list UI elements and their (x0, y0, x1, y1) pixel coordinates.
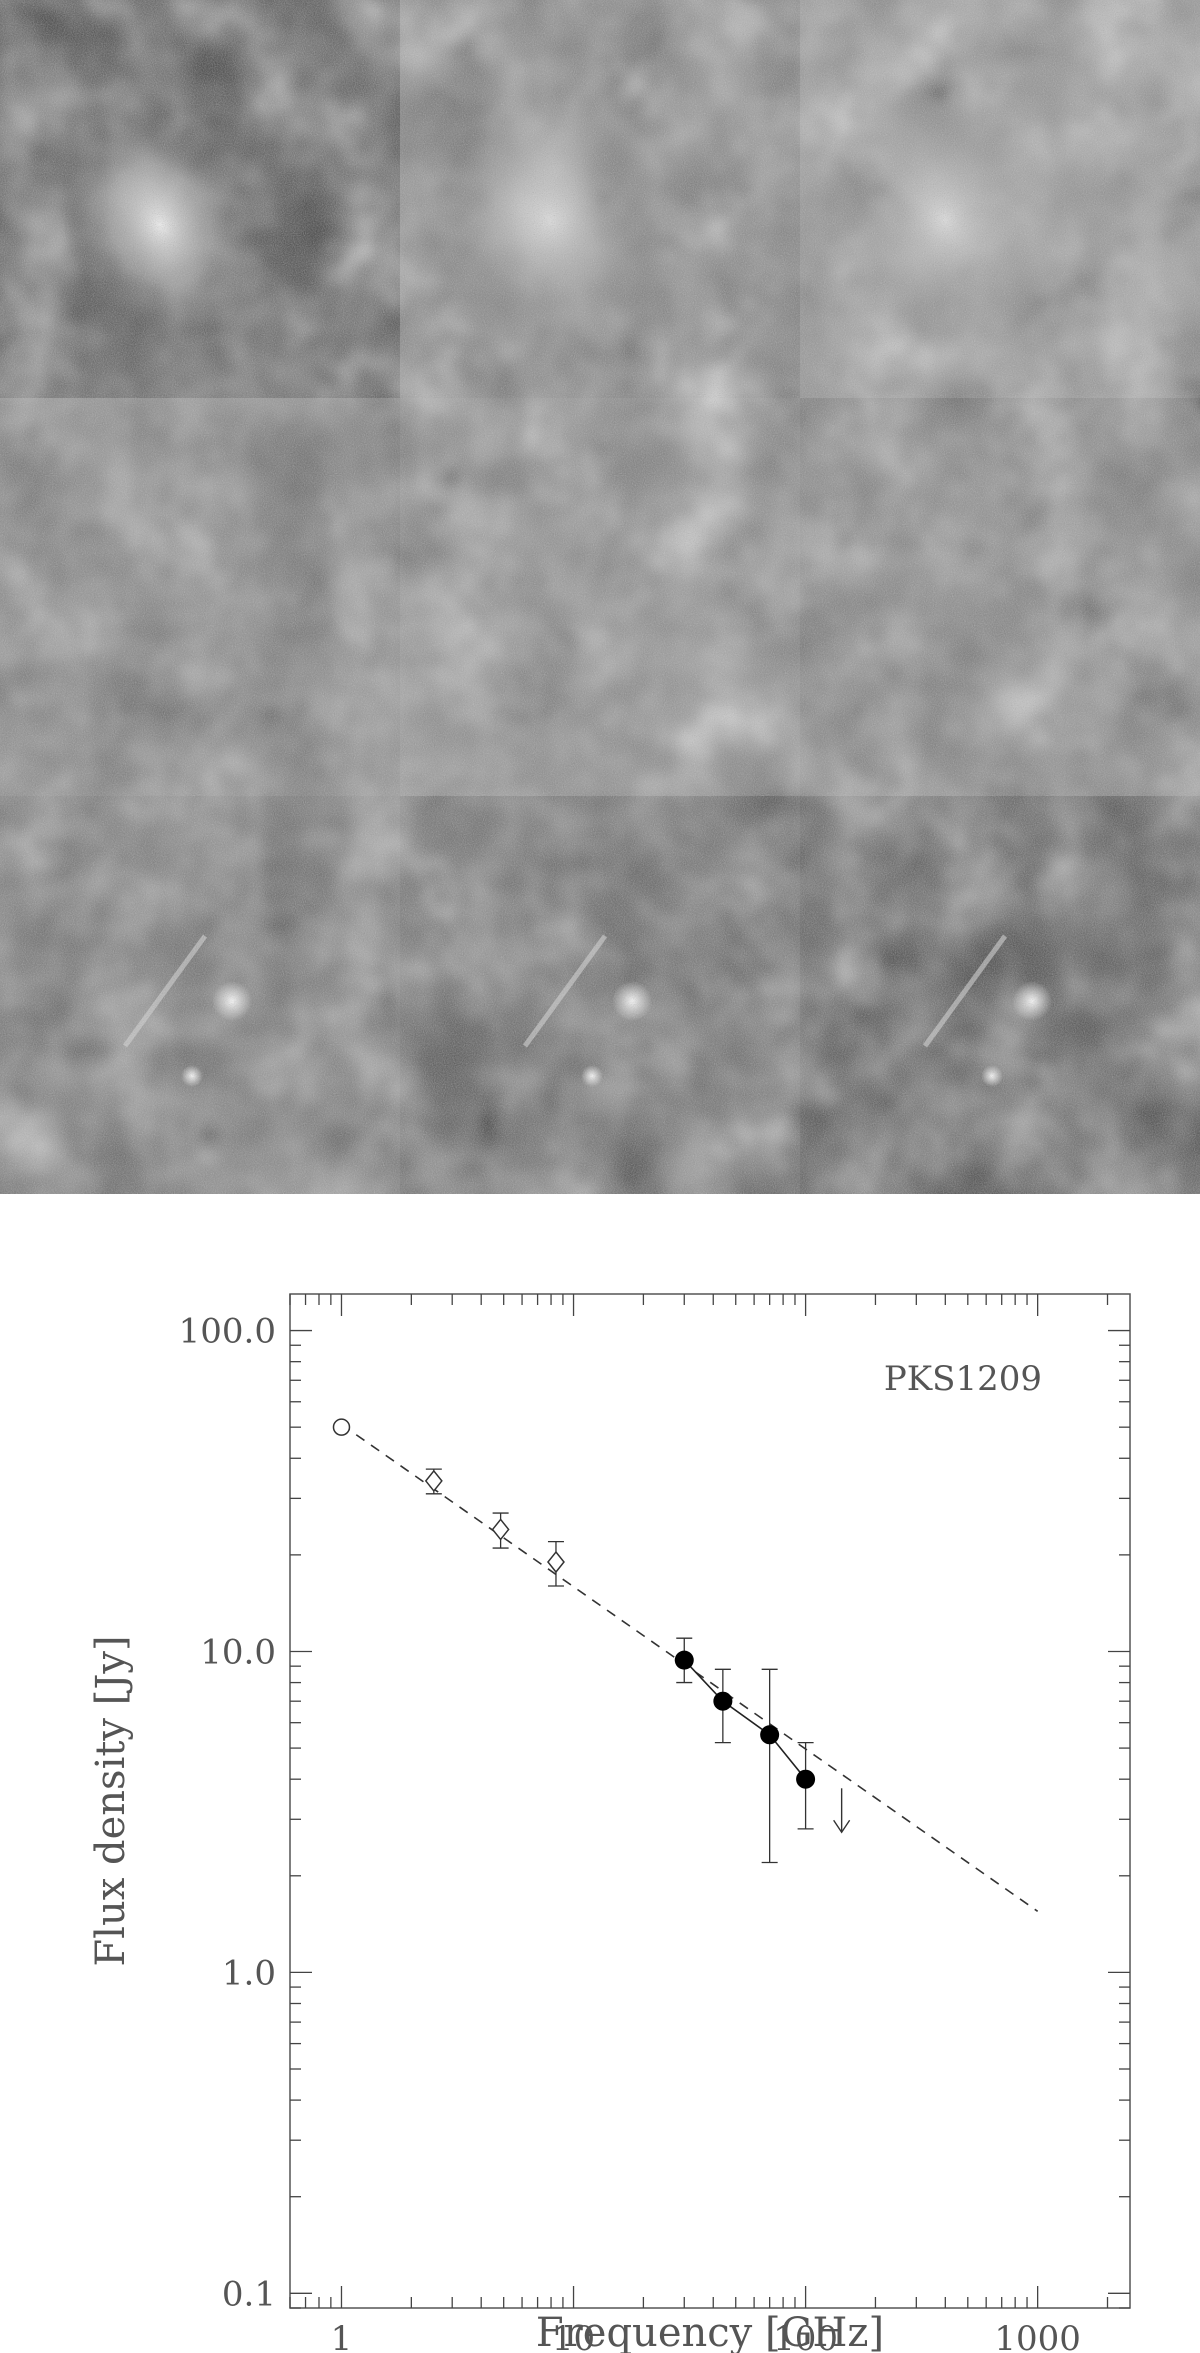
panel-noise (400, 398, 800, 796)
data-points (332, 1418, 851, 1864)
y-tick-label: 1.0 (222, 1953, 276, 1993)
upper-limit-arrowhead (833, 1819, 851, 1834)
y-tick-label: 100.0 (179, 1312, 276, 1352)
panel-noise (0, 398, 400, 796)
data-point-diamond (547, 1550, 565, 1574)
panel-noise (800, 796, 1200, 1194)
image-panel-2-3 (800, 398, 1200, 796)
data-point-open-circle (332, 1418, 351, 1436)
image-mosaic (0, 0, 1200, 1194)
image-panel-3-1 (0, 796, 400, 1194)
y-axis-ticks: 0.1 1.0 10.0 100.0 (179, 1312, 1130, 2314)
image-panel-1-1 (0, 0, 400, 398)
x-tick-label: 1000 (994, 2319, 1081, 2353)
panel-noise (800, 0, 1200, 398)
image-panel-1-3 (800, 0, 1200, 398)
x-axis-label: Frequency [GHz] (536, 2310, 884, 2353)
fit-line (341, 1423, 1039, 1912)
data-point-filled (674, 1650, 694, 1670)
plot-frame (289, 1293, 1131, 2309)
image-panel-3-3 (800, 796, 1200, 1194)
data-point-filled (760, 1725, 780, 1745)
image-panel-2-2 (400, 398, 800, 796)
panel-noise (0, 0, 400, 398)
panel-noise (400, 0, 800, 398)
image-panel-3-2 (400, 796, 800, 1194)
x-axis-ticks: 1 10 100 1000 (289, 1294, 1109, 2353)
y-axis-label: Flux density [Jy] (88, 1635, 134, 1966)
panel-noise (400, 796, 800, 1194)
y-tick-label: 10.0 (200, 1632, 276, 1672)
data-point-diamond (491, 1518, 510, 1541)
image-panel-1-2 (400, 0, 800, 398)
source-annotation: PKS1209 (884, 1359, 1042, 1399)
image-panel-2-1 (0, 398, 400, 796)
panel-noise (0, 796, 400, 1194)
fit-line-path (341, 1423, 1039, 1912)
data-point-filled (796, 1769, 816, 1789)
series-line (683, 1659, 807, 1780)
data-point-filled (713, 1691, 733, 1711)
x-tick-label: 100 (773, 2319, 838, 2353)
x-tick-label: 10 (552, 2319, 595, 2353)
panel-noise (800, 398, 1200, 796)
spectrum-plot: 1 10 100 1000 0.1 1.0 10.0 100.0 PKS1209 Frequ… (88, 1293, 1131, 2353)
data-point-diamond (424, 1469, 443, 1493)
y-tick-label: 0.1 (222, 2274, 276, 2314)
x-tick-label: 1 (331, 2319, 353, 2353)
